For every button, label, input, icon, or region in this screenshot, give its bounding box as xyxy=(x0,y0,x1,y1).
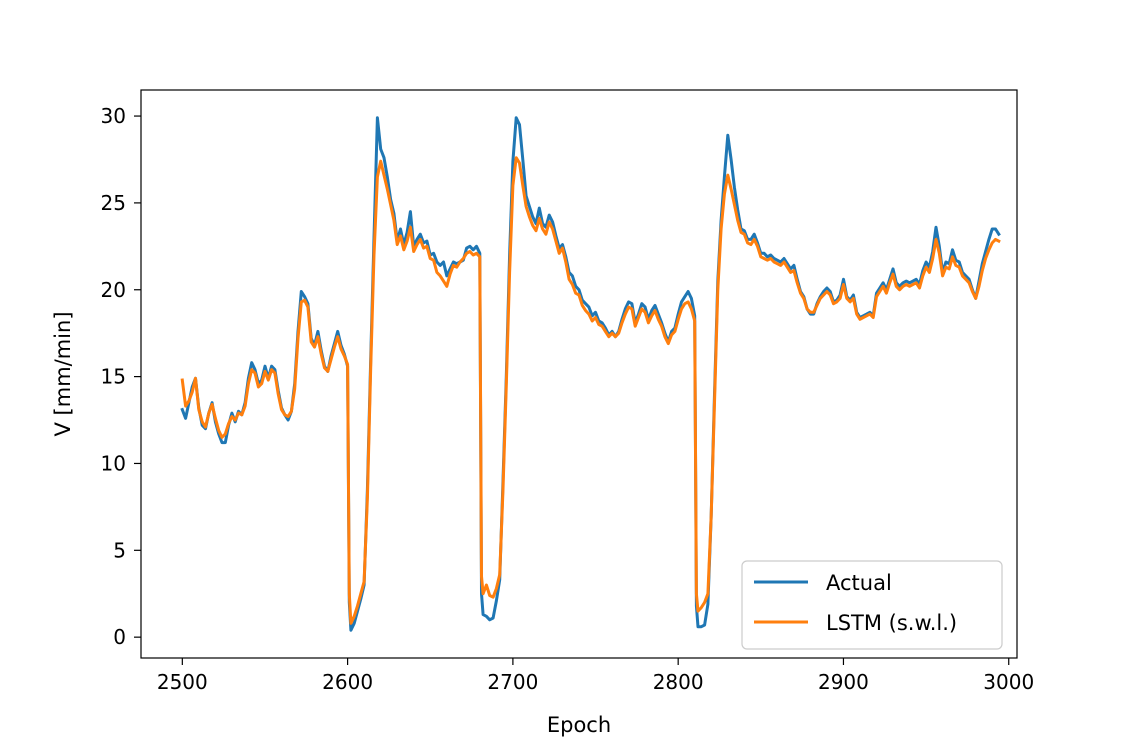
legend-label-actual: Actual xyxy=(826,571,892,595)
x-axis-label: Epoch xyxy=(547,713,611,737)
x-tick-label: 2600 xyxy=(322,670,373,694)
x-tick-label: 2800 xyxy=(653,670,704,694)
y-axis-label: V [mm/min] xyxy=(51,311,75,436)
y-tick-label: 25 xyxy=(101,191,126,215)
x-tick-label: 2900 xyxy=(818,670,869,694)
y-tick-label: 15 xyxy=(101,365,126,389)
y-tick-label: 0 xyxy=(113,625,126,649)
legend-label-lstm: LSTM (s.w.l.) xyxy=(826,611,957,635)
y-tick-label: 20 xyxy=(101,278,126,302)
legend: Actual LSTM (s.w.l.) xyxy=(741,560,1003,650)
plot-frame xyxy=(140,89,1018,659)
x-tick-label: 2700 xyxy=(487,670,538,694)
y-axis: 0 5 10 15 20 25 30 xyxy=(101,104,141,649)
y-tick-label: 10 xyxy=(101,451,126,475)
x-tick-label: 2500 xyxy=(157,670,208,694)
y-tick-label: 5 xyxy=(113,538,126,562)
y-tick-label: 30 xyxy=(101,104,126,128)
x-axis: 2500 2600 2700 2800 2900 3000 xyxy=(157,658,1034,694)
x-tick-label: 3000 xyxy=(983,670,1034,694)
series-layer xyxy=(180,116,1001,632)
series-line-1 xyxy=(180,156,1001,625)
